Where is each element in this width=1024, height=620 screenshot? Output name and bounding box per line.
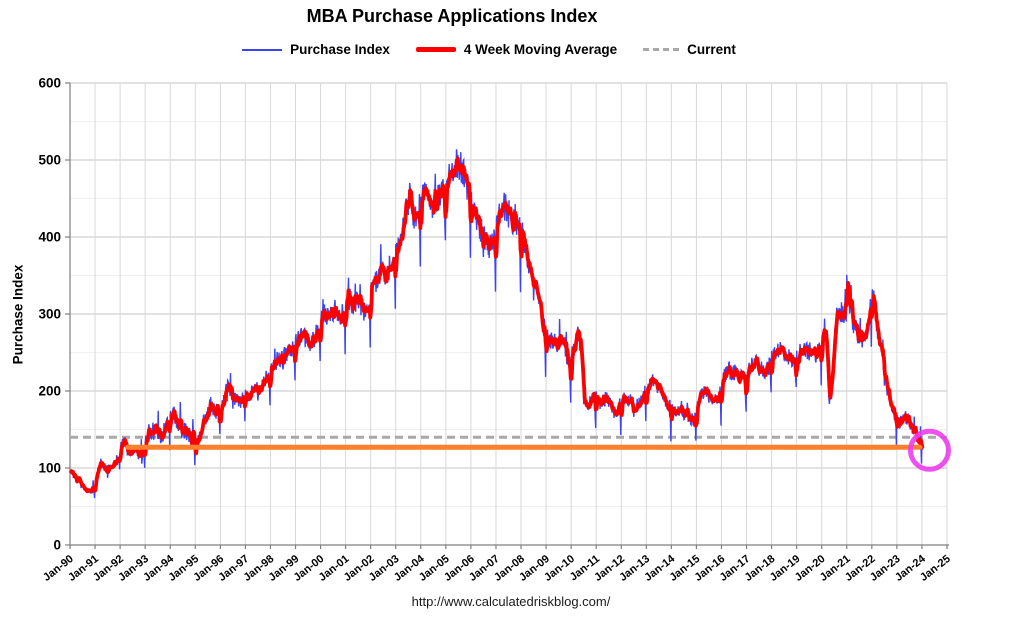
legend-label-purchase-index: Purchase Index <box>290 42 390 57</box>
highlight-circle <box>907 428 951 472</box>
moving-average-line-swatch <box>415 47 456 52</box>
legend-label-moving-average: 4 Week Moving Average <box>463 42 618 57</box>
grid-vertical-layer <box>94 83 948 545</box>
legend-label-current: Current <box>687 42 736 57</box>
svg-text:500: 500 <box>38 153 61 168</box>
current-dashed-swatch <box>643 48 680 51</box>
axes-layer <box>65 82 949 549</box>
y-axis-labels: 0 100 200 300 400 500 600 <box>38 76 61 553</box>
legend-item-current: Current <box>643 42 736 57</box>
chart-title: MBA Purchase Applications Index <box>306 6 598 26</box>
x-axis-labels: Jan-90Jan-91Jan-92Jan-93Jan-94Jan-95Jan-… <box>41 552 953 583</box>
grid-minor-layer <box>70 121 947 507</box>
svg-text:100: 100 <box>38 461 61 476</box>
svg-text:600: 600 <box>38 76 61 91</box>
svg-text:300: 300 <box>38 307 61 322</box>
grid-major-layer <box>70 82 947 469</box>
svg-text:400: 400 <box>38 230 61 245</box>
legend-item-moving-average: 4 Week Moving Average <box>415 42 618 57</box>
moving-average-line <box>68 156 925 494</box>
footer-url: http://www.calculatedriskblog.com/ <box>411 594 611 609</box>
purchase-index-line-swatch <box>242 48 283 51</box>
svg-text:0: 0 <box>53 538 61 553</box>
chart-legend: Purchase Index 4 Week Moving Average Cur… <box>242 42 736 57</box>
legend-item-purchase-index: Purchase Index <box>242 42 390 57</box>
svg-text:200: 200 <box>38 384 61 399</box>
